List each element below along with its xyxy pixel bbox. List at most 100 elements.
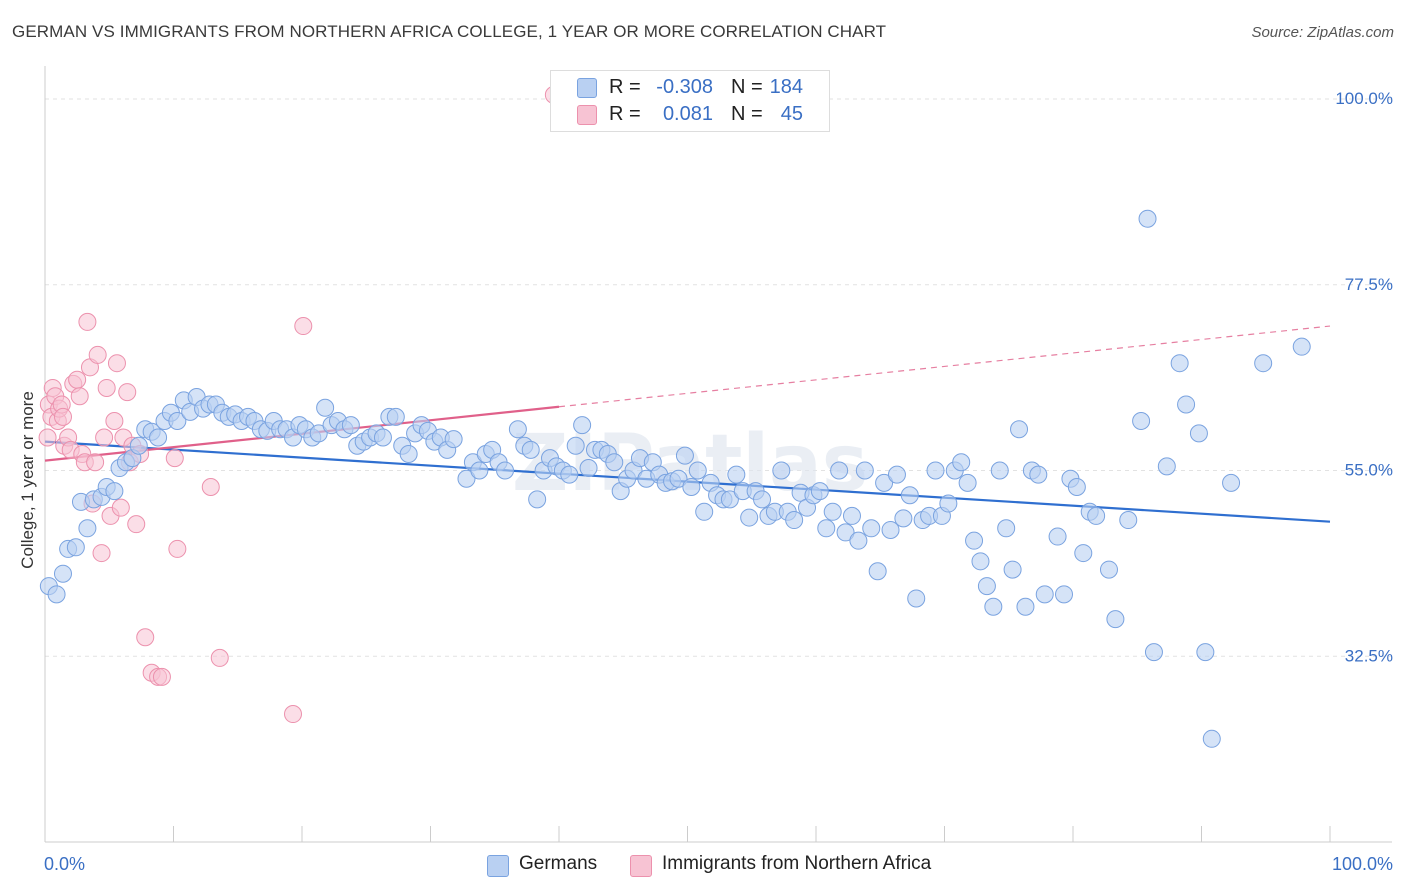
germans-point — [695, 502, 714, 521]
germans-point — [399, 445, 418, 463]
germans-point — [78, 519, 97, 538]
germans-point — [810, 482, 829, 501]
germans-point — [316, 398, 335, 417]
immigrants-point — [136, 628, 155, 647]
germans-point — [605, 453, 624, 472]
germans-point — [129, 436, 148, 455]
germans-point — [1138, 209, 1157, 228]
immigrants-point — [95, 428, 114, 447]
germans-point — [669, 469, 688, 488]
legend-r-value: -0.308 — [656, 76, 713, 98]
legend-n-label: N = — [731, 103, 763, 125]
immigrants-point — [111, 498, 130, 517]
germans-point — [1029, 465, 1048, 484]
immigrants-trend-line-extension — [558, 325, 1331, 408]
germans-point — [855, 461, 874, 480]
germans-point — [868, 562, 887, 581]
immigrants-point — [107, 354, 126, 373]
germans-point — [105, 482, 124, 501]
germans-point — [952, 453, 971, 472]
immigrants-point — [92, 544, 111, 563]
germans-point — [457, 469, 476, 488]
source-attribution: Source: ZipAtlas.com — [1251, 24, 1394, 41]
germans-point — [1010, 420, 1029, 439]
germans-point — [309, 424, 328, 443]
y-tick-labels: 100.0% 77.5% 55.0% 32.5% — [1335, 89, 1393, 665]
germans-point — [1144, 643, 1163, 662]
y-tick-label: 55.0% — [1345, 461, 1393, 480]
germans-point — [47, 585, 66, 604]
y-axis-label: College, 1 year or more — [18, 391, 37, 569]
immigrants-point — [53, 407, 72, 426]
immigrants-point — [152, 667, 171, 686]
germans-point — [958, 473, 977, 492]
germans-point — [900, 486, 919, 505]
immigrants-swatch — [630, 855, 652, 877]
germans-point — [675, 446, 694, 465]
grid-lines — [45, 98, 1392, 657]
germans-point — [977, 577, 996, 596]
germans-point — [1074, 544, 1093, 563]
germans-point — [1202, 729, 1221, 748]
legend-label-immigrants: Immigrants from Northern Africa — [662, 853, 932, 874]
immigrants-point — [97, 378, 116, 397]
immigrants-point — [201, 478, 220, 497]
germans-point — [528, 490, 547, 509]
germans-point — [894, 509, 913, 528]
germans-point — [997, 519, 1016, 538]
germans-point — [168, 411, 187, 430]
germans-point — [817, 519, 836, 538]
x-tick-label: 100.0% — [1332, 854, 1393, 874]
immigrants-point — [86, 453, 105, 472]
immigrants-point — [118, 383, 137, 402]
germans-point — [1099, 560, 1118, 579]
germans-point — [720, 490, 739, 509]
immigrants-point — [38, 428, 57, 447]
germans-point — [740, 508, 759, 527]
germans-point — [386, 407, 405, 426]
germans-point — [939, 494, 958, 513]
germans-point — [560, 465, 579, 484]
germans-point — [1106, 610, 1125, 629]
germans-point — [926, 461, 945, 480]
immigrants-point — [88, 345, 107, 364]
germans-point — [682, 478, 701, 497]
immigrants-point — [294, 317, 313, 336]
germans-point — [830, 461, 849, 480]
legend-row-germans: R = -0.308 N = 184 — [551, 74, 829, 100]
germans-point — [990, 461, 1009, 480]
germans-point — [836, 523, 855, 542]
germans-point — [521, 440, 540, 459]
germans-point — [971, 552, 990, 571]
germans-point — [1196, 643, 1215, 662]
germans-point — [1087, 506, 1106, 525]
germans-point — [965, 531, 984, 550]
immigrants-point — [168, 539, 187, 558]
y-tick-label: 77.5% — [1345, 275, 1393, 294]
immigrants-points — [38, 85, 563, 724]
germans-point — [1055, 585, 1074, 604]
immigrants-point — [105, 411, 124, 430]
x-tick-label: 0.0% — [44, 854, 85, 874]
germans-point — [907, 589, 926, 608]
germans-point — [1132, 411, 1151, 430]
germans-point — [1170, 354, 1189, 373]
axes — [44, 66, 1392, 843]
chart-title: GERMAN VS IMMIGRANTS FROM NORTHERN AFRIC… — [12, 22, 887, 41]
germans-point — [688, 461, 707, 480]
germans-point — [1035, 585, 1054, 604]
germans-point — [1119, 511, 1138, 530]
germans-point — [1003, 560, 1022, 579]
germans-point — [444, 430, 463, 449]
germans-point — [53, 564, 72, 583]
legend-r-label: R = — [609, 103, 641, 125]
germans-point — [772, 461, 791, 480]
germans-point — [875, 473, 894, 492]
germans-points — [39, 209, 1311, 748]
immigrants-point — [68, 370, 87, 389]
germans-point — [842, 506, 861, 525]
germans-point — [862, 519, 881, 538]
correlation-legend: R = -0.308 N = 184 R = 0.081 N = 45 — [550, 70, 830, 132]
germans-point — [66, 538, 85, 557]
legend-r-label: R = — [609, 76, 641, 98]
